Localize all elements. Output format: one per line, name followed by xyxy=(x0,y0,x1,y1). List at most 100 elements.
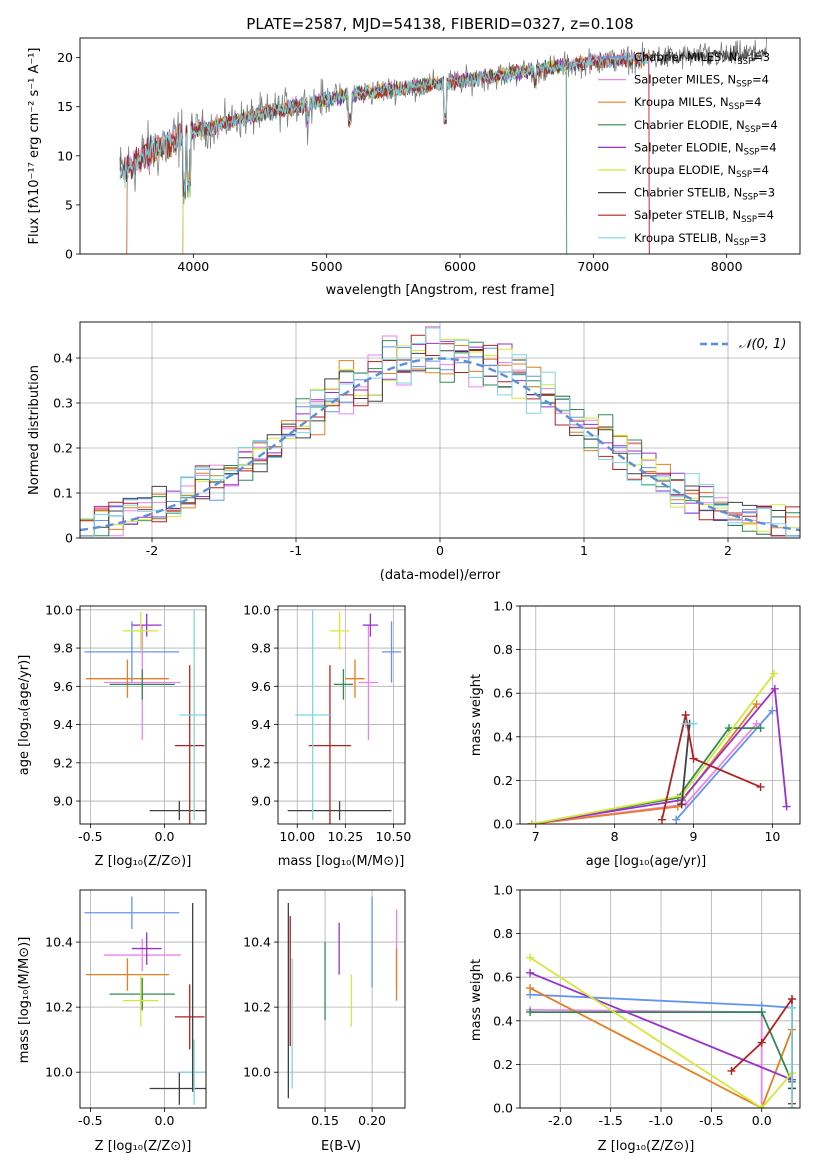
y-tick-label: 10.0 xyxy=(45,602,73,617)
age-vs-mass-xlabel: mass [log₁₀(M/M⊙)] xyxy=(278,854,405,869)
weight-marker xyxy=(526,953,535,962)
model-spectrum-line xyxy=(119,52,650,199)
residuals-plot-area: -2 -1 0 1 2 0 0.1 0.2 0.3 0.4 xyxy=(53,321,801,558)
weight-marker xyxy=(657,815,666,824)
legend-label-suffix: =3 xyxy=(749,231,766,245)
legend-label-suffix: =3 xyxy=(753,50,770,64)
x-tick-label: 0.20 xyxy=(358,1113,386,1128)
x-tick-label: 0.15 xyxy=(311,1113,339,1128)
spectrum-xlabel: wavelength [Angstrom, rest frame] xyxy=(326,283,555,298)
legend-label-name: Chabrier STELIB, N xyxy=(634,186,742,200)
y-tick-label: 0.8 xyxy=(493,926,513,941)
weight-marker xyxy=(677,800,686,809)
y-tick-label: 9.6 xyxy=(251,679,271,694)
mass-vs-ebv-panel: 0.15 0.20 10.0 10.2 10.4 E(B-V) xyxy=(243,889,406,1154)
y-tick-label: 10.2 xyxy=(45,1000,73,1015)
y-tick-label: 0.2 xyxy=(493,773,513,788)
residuals-legend: 𝒩(0, 1) xyxy=(700,337,786,352)
legend-label-sub: SSP xyxy=(744,147,760,157)
legend-label-name: Salpeter ELODIE, N xyxy=(634,140,744,154)
legend-label: Chabrier ELODIE, NSSP=4 xyxy=(634,118,778,135)
weight-marker xyxy=(752,700,761,709)
weight-marker xyxy=(787,1003,796,1012)
weight-marker xyxy=(752,719,761,728)
age-vs-mass-panel: 10.00 10.25 10.50 9.0 9.2 9.4 9.6 9.8 10.0 mass … xyxy=(243,602,411,869)
age-vs-mass-plot-area: 10.00 10.25 10.50 9.0 9.2 9.4 9.6 9.8 10.0 xyxy=(243,602,411,844)
massweight-vs-z-panel: -2.0 -1.5 -1.0 -0.5 0.0 0.0 0.2 0.4 0.6 0.8 1.0 Z … xyxy=(469,883,801,1154)
legend-label-sub: SSP xyxy=(734,238,750,248)
spectrum-ylabel: Flux [fλ10⁻¹⁷ erg cm⁻² s⁻¹ A⁻¹] xyxy=(27,48,42,245)
legend-label-suffix: =4 xyxy=(752,73,769,87)
y-tick-label: 10.0 xyxy=(243,602,271,617)
legend-label-suffix: =3 xyxy=(758,186,775,200)
mass-vs-ebv-xlabel: E(B-V) xyxy=(321,1139,361,1154)
weight-marker xyxy=(681,711,690,719)
legend-label-sub: SSP xyxy=(736,170,752,180)
weight-line xyxy=(529,956,793,1108)
legend-label-name: Chabrier MILES, N xyxy=(634,50,737,64)
weight-marker xyxy=(526,984,535,993)
weight-marker xyxy=(681,719,690,728)
weight-marker xyxy=(526,1008,535,1017)
legend-label: Salpeter ELODIE, NSSP=4 xyxy=(634,140,777,157)
weight-marker xyxy=(787,995,796,1003)
weight-marker xyxy=(727,1066,736,1075)
x-tick-label: -1 xyxy=(290,543,302,558)
axes-frame xyxy=(79,37,801,255)
y-tick-label: 20 xyxy=(57,50,73,65)
legend-label: Kroupa MILES, NSSP=4 xyxy=(634,95,761,112)
massweight-vs-age-ylabel: mass weight xyxy=(469,674,484,756)
y-tick-label: 10.2 xyxy=(243,1000,271,1015)
legend-label-suffix: =4 xyxy=(752,163,769,177)
y-tick-label: 0.2 xyxy=(493,1057,513,1072)
x-tick-label: 0.0 xyxy=(155,829,175,844)
legend-label: Chabrier STELIB, NSSP=3 xyxy=(634,186,775,203)
spectrum-plot-area: 4000 5000 6000 7000 8000 0 5 10 15 20 xyxy=(57,37,801,274)
x-tick-label: -1.5 xyxy=(598,1113,622,1128)
residuals-panel: -2 -1 0 1 200.10.20.30.4 (data-model)/error … xyxy=(27,321,801,583)
weight-marker xyxy=(757,1038,766,1047)
legend-label-name: Kroupa ELODIE, N xyxy=(634,163,736,177)
legend-label-name: Salpeter STELIB, N xyxy=(634,208,741,222)
axes-frame xyxy=(519,605,801,825)
y-tick-label: 9.2 xyxy=(251,755,271,770)
weight-marker xyxy=(527,820,536,824)
legend-label-name: Salpeter MILES, N xyxy=(634,73,736,87)
legend-label-sub: SSP xyxy=(729,102,745,112)
x-tick-label: 4000 xyxy=(177,259,209,274)
legend-label-sub: SSP xyxy=(742,193,758,203)
residuals-ylabel: Normed distribution xyxy=(27,365,42,495)
weight-marker xyxy=(756,782,765,791)
y-tick-label: 9.8 xyxy=(251,641,271,656)
legend-label-name: Kroupa STELIB, N xyxy=(634,231,734,245)
y-tick-label: 10.4 xyxy=(243,935,271,950)
age-vs-z-panel: -0.5 0.0 9.0 9.2 9.4 9.6 9.8 10.0 Z [log₁₀(Z/Z⊙… xyxy=(17,602,207,869)
observed-spectrum xyxy=(119,38,768,204)
weight-marker xyxy=(787,1104,796,1108)
y-tick-label: 10.0 xyxy=(45,1065,73,1080)
y-tick-label: 0.4 xyxy=(493,1013,513,1028)
x-tick-label: -0.5 xyxy=(78,1113,102,1128)
y-tick-label: 0 xyxy=(65,247,73,262)
histogram-step xyxy=(80,327,800,537)
y-tick-label: 1.0 xyxy=(493,599,513,614)
histograms xyxy=(80,326,800,537)
y-tick-label: 0.0 xyxy=(493,1101,513,1116)
legend-label-suffix: =4 xyxy=(757,208,774,222)
y-tick-label: 9.4 xyxy=(251,717,271,732)
y-tick-label: 9.4 xyxy=(53,717,73,732)
x-tick-label: -2.0 xyxy=(548,1113,572,1128)
legend-label-suffix: =4 xyxy=(744,95,761,109)
y-tick-label: 9.2 xyxy=(53,755,73,770)
y-tick-label: 0.3 xyxy=(53,396,73,411)
legend-label-name: Chabrier ELODIE, N xyxy=(634,118,745,132)
mass-vs-ebv-plot-area: 0.15 0.20 10.0 10.2 10.4 xyxy=(243,889,406,1128)
massweight-vs-age-plot-area: 7 8 9 10 0.0 0.2 0.4 0.6 0.8 1.0 xyxy=(493,599,801,844)
legend-label-sub: SSP xyxy=(737,57,753,67)
legend-label-sub: SSP xyxy=(745,125,761,135)
y-tick-label: 5 xyxy=(65,197,73,212)
y-tick-label: 9.8 xyxy=(53,641,73,656)
error-bars xyxy=(84,896,206,1105)
massweight-vs-z-ylabel: mass weight xyxy=(469,959,484,1041)
